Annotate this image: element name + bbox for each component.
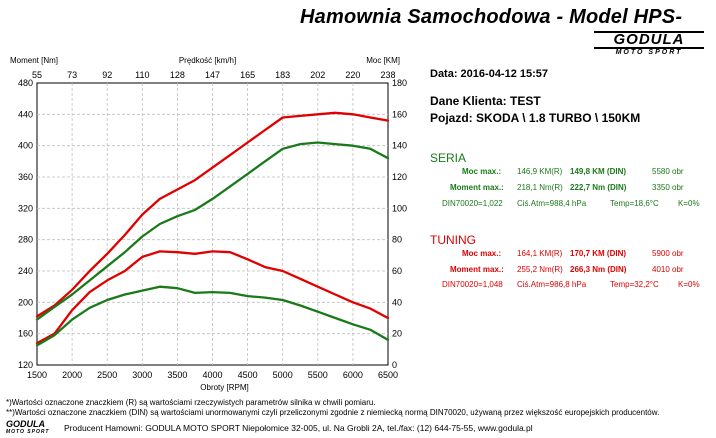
series-line-left-green xyxy=(35,285,390,347)
y-left-tick-label: 200 xyxy=(18,297,33,307)
y-left-tick-label: 160 xyxy=(18,329,33,339)
seria-torque-r: 218,1 Nm(R) xyxy=(517,183,563,192)
tuning-din: DIN70020=1,048 xyxy=(442,280,503,289)
seria-power-din: 149,8 KM (DIN) xyxy=(570,167,627,176)
y-right-tick-label: 60 xyxy=(392,266,402,276)
page-title: Hamownia Samochodowa - Model HPS- xyxy=(300,6,683,28)
tuning-torque-din: 266,3 Nm (DIN) xyxy=(570,265,627,274)
seria-torque-rpm: 3350 obr xyxy=(652,183,684,192)
tuning-torque-rpm: 4010 obr xyxy=(652,265,684,274)
footnote-din: **)Wartości oznaczone znaczkiem (DIN) są… xyxy=(6,408,660,417)
x-tick-label: 5000 xyxy=(273,370,293,380)
x-top-tick-label: 128 xyxy=(170,70,185,80)
y-left-axis-label: Moment [Nm] xyxy=(10,56,58,65)
y-left-tick-label: 120 xyxy=(18,360,33,370)
footer: GODULA MOTO SPORT Producent Hamowni: GOD… xyxy=(0,420,716,436)
seria-atm: Ciś.Atm=988,4 hPa xyxy=(517,199,587,208)
y-right-tick-label: 160 xyxy=(392,109,407,119)
y-left-tick-label: 400 xyxy=(18,141,33,151)
tuning-power-label: Moc max.: xyxy=(462,249,502,258)
y-left-tick-label: 240 xyxy=(18,266,33,276)
x-top-tick-label: 110 xyxy=(135,70,149,80)
x-tick-label: 4000 xyxy=(202,370,222,380)
footnotes: *)Wartości oznaczone znaczkiem (R) są wa… xyxy=(6,398,659,418)
info-vehicle: Pojazd: SKODA \ 1.8 TURBO \ 150KM xyxy=(430,111,641,125)
brand-sub: MOTO SPORT xyxy=(615,49,683,56)
x-top-tick-label: 202 xyxy=(310,70,325,80)
x-tick-label: 3000 xyxy=(132,370,152,380)
x-tick-label: 3500 xyxy=(167,370,187,380)
seria-power-r: 146,9 KM(R) xyxy=(517,167,563,176)
series-line-left-red xyxy=(35,250,390,345)
y-left-tick-label: 320 xyxy=(18,203,33,213)
tuning-torque-label: Moment max.: xyxy=(450,265,504,274)
x-top-tick-label: 165 xyxy=(240,70,255,80)
x-tick-label: 2000 xyxy=(62,370,82,380)
y-right-tick-label: 180 xyxy=(392,78,407,88)
x-tick-label: 4500 xyxy=(238,370,258,380)
x-tick-label: 6500 xyxy=(378,370,398,380)
y-right-tick-label: 20 xyxy=(392,329,402,339)
footnote-r: *)Wartości oznaczone znaczkiem (R) są wa… xyxy=(6,398,376,407)
info-date: Data: 2016-04-12 15:57 xyxy=(430,68,549,80)
y-right-tick-label: 80 xyxy=(392,235,402,245)
brand-logo: GODULA MOTO SPORT xyxy=(594,31,704,56)
y-left-tick-label: 360 xyxy=(18,172,33,182)
seria-torque-label: Moment max.: xyxy=(450,183,504,192)
x-tick-label: 6000 xyxy=(343,370,363,380)
tuning-power-din: 170,7 KM (DIN) xyxy=(570,249,627,258)
x-top-tick-label: 55 xyxy=(32,70,42,80)
x-top-tick-label: 147 xyxy=(205,70,220,80)
tuning-power-r: 164,1 KM(R) xyxy=(517,249,563,258)
series-line-right-green xyxy=(35,141,390,321)
dyno-chart: 1500 2000 2500 3000 3500 4000 4500 5000 5500 6000… xyxy=(10,56,407,392)
x-axis-label: Obroty [RPM] xyxy=(200,383,248,392)
seria-torque-din: 222,7 Nm (DIN) xyxy=(570,183,627,192)
y-right-tick-label: 40 xyxy=(392,297,402,307)
tuning-atm: Ciś.Atm=986,8 hPa xyxy=(517,280,587,289)
y-left-tick-label: 440 xyxy=(18,109,33,119)
tuning-torque-r: 255,2 Nm(R) xyxy=(517,265,563,274)
seria-k: K=0% xyxy=(678,199,700,208)
footer-logo: GODULA MOTO SPORT xyxy=(6,420,49,436)
y-right-tick-label: 100 xyxy=(392,203,407,213)
x-top-axis-label: Prędkość [km/h] xyxy=(179,56,236,65)
x-top-tick-label: 183 xyxy=(275,70,290,80)
y-right-tick-label: 0 xyxy=(392,360,397,370)
series-line-right-red xyxy=(35,111,390,318)
x-tick-label: 5500 xyxy=(308,370,328,380)
tuning-k: K=0% xyxy=(678,280,700,289)
seria-power-label: Moc max.: xyxy=(462,167,502,176)
x-top-tick-label: 238 xyxy=(380,70,395,80)
tuning-title: TUNING xyxy=(430,233,476,247)
x-top-tick-label: 92 xyxy=(102,70,112,80)
x-top-tick-label: 73 xyxy=(67,70,77,80)
x-tick-label: 2500 xyxy=(97,370,117,380)
info-client: Dane Klienta: TEST xyxy=(430,94,541,108)
x-top-tick-label: 220 xyxy=(345,70,360,80)
seria-power-rpm: 5580 obr xyxy=(652,167,684,176)
tuning-temp: Temp=32,2°C xyxy=(610,280,659,289)
footer-logo-sub: MOTO SPORT xyxy=(6,429,50,435)
y-right-axis-label: Moc [KM] xyxy=(366,56,400,65)
y-left-tick-label: 480 xyxy=(18,78,33,88)
footer-text: Producent Hamowni: GODULA MOTO SPORT Nie… xyxy=(64,423,533,433)
footer-logo-name: GODULA xyxy=(6,419,45,429)
y-right-tick-label: 140 xyxy=(392,141,407,151)
y-left-tick-label: 280 xyxy=(18,235,33,245)
brand-name: GODULA xyxy=(594,31,704,49)
y-right-tick-label: 120 xyxy=(392,172,407,182)
seria-title: SERIA xyxy=(430,151,467,165)
tuning-power-rpm: 5900 obr xyxy=(652,249,684,258)
x-tick-label: 1500 xyxy=(27,370,47,380)
seria-din: DIN70020=1,022 xyxy=(442,199,503,208)
seria-temp: Temp=18,6°C xyxy=(610,199,659,208)
